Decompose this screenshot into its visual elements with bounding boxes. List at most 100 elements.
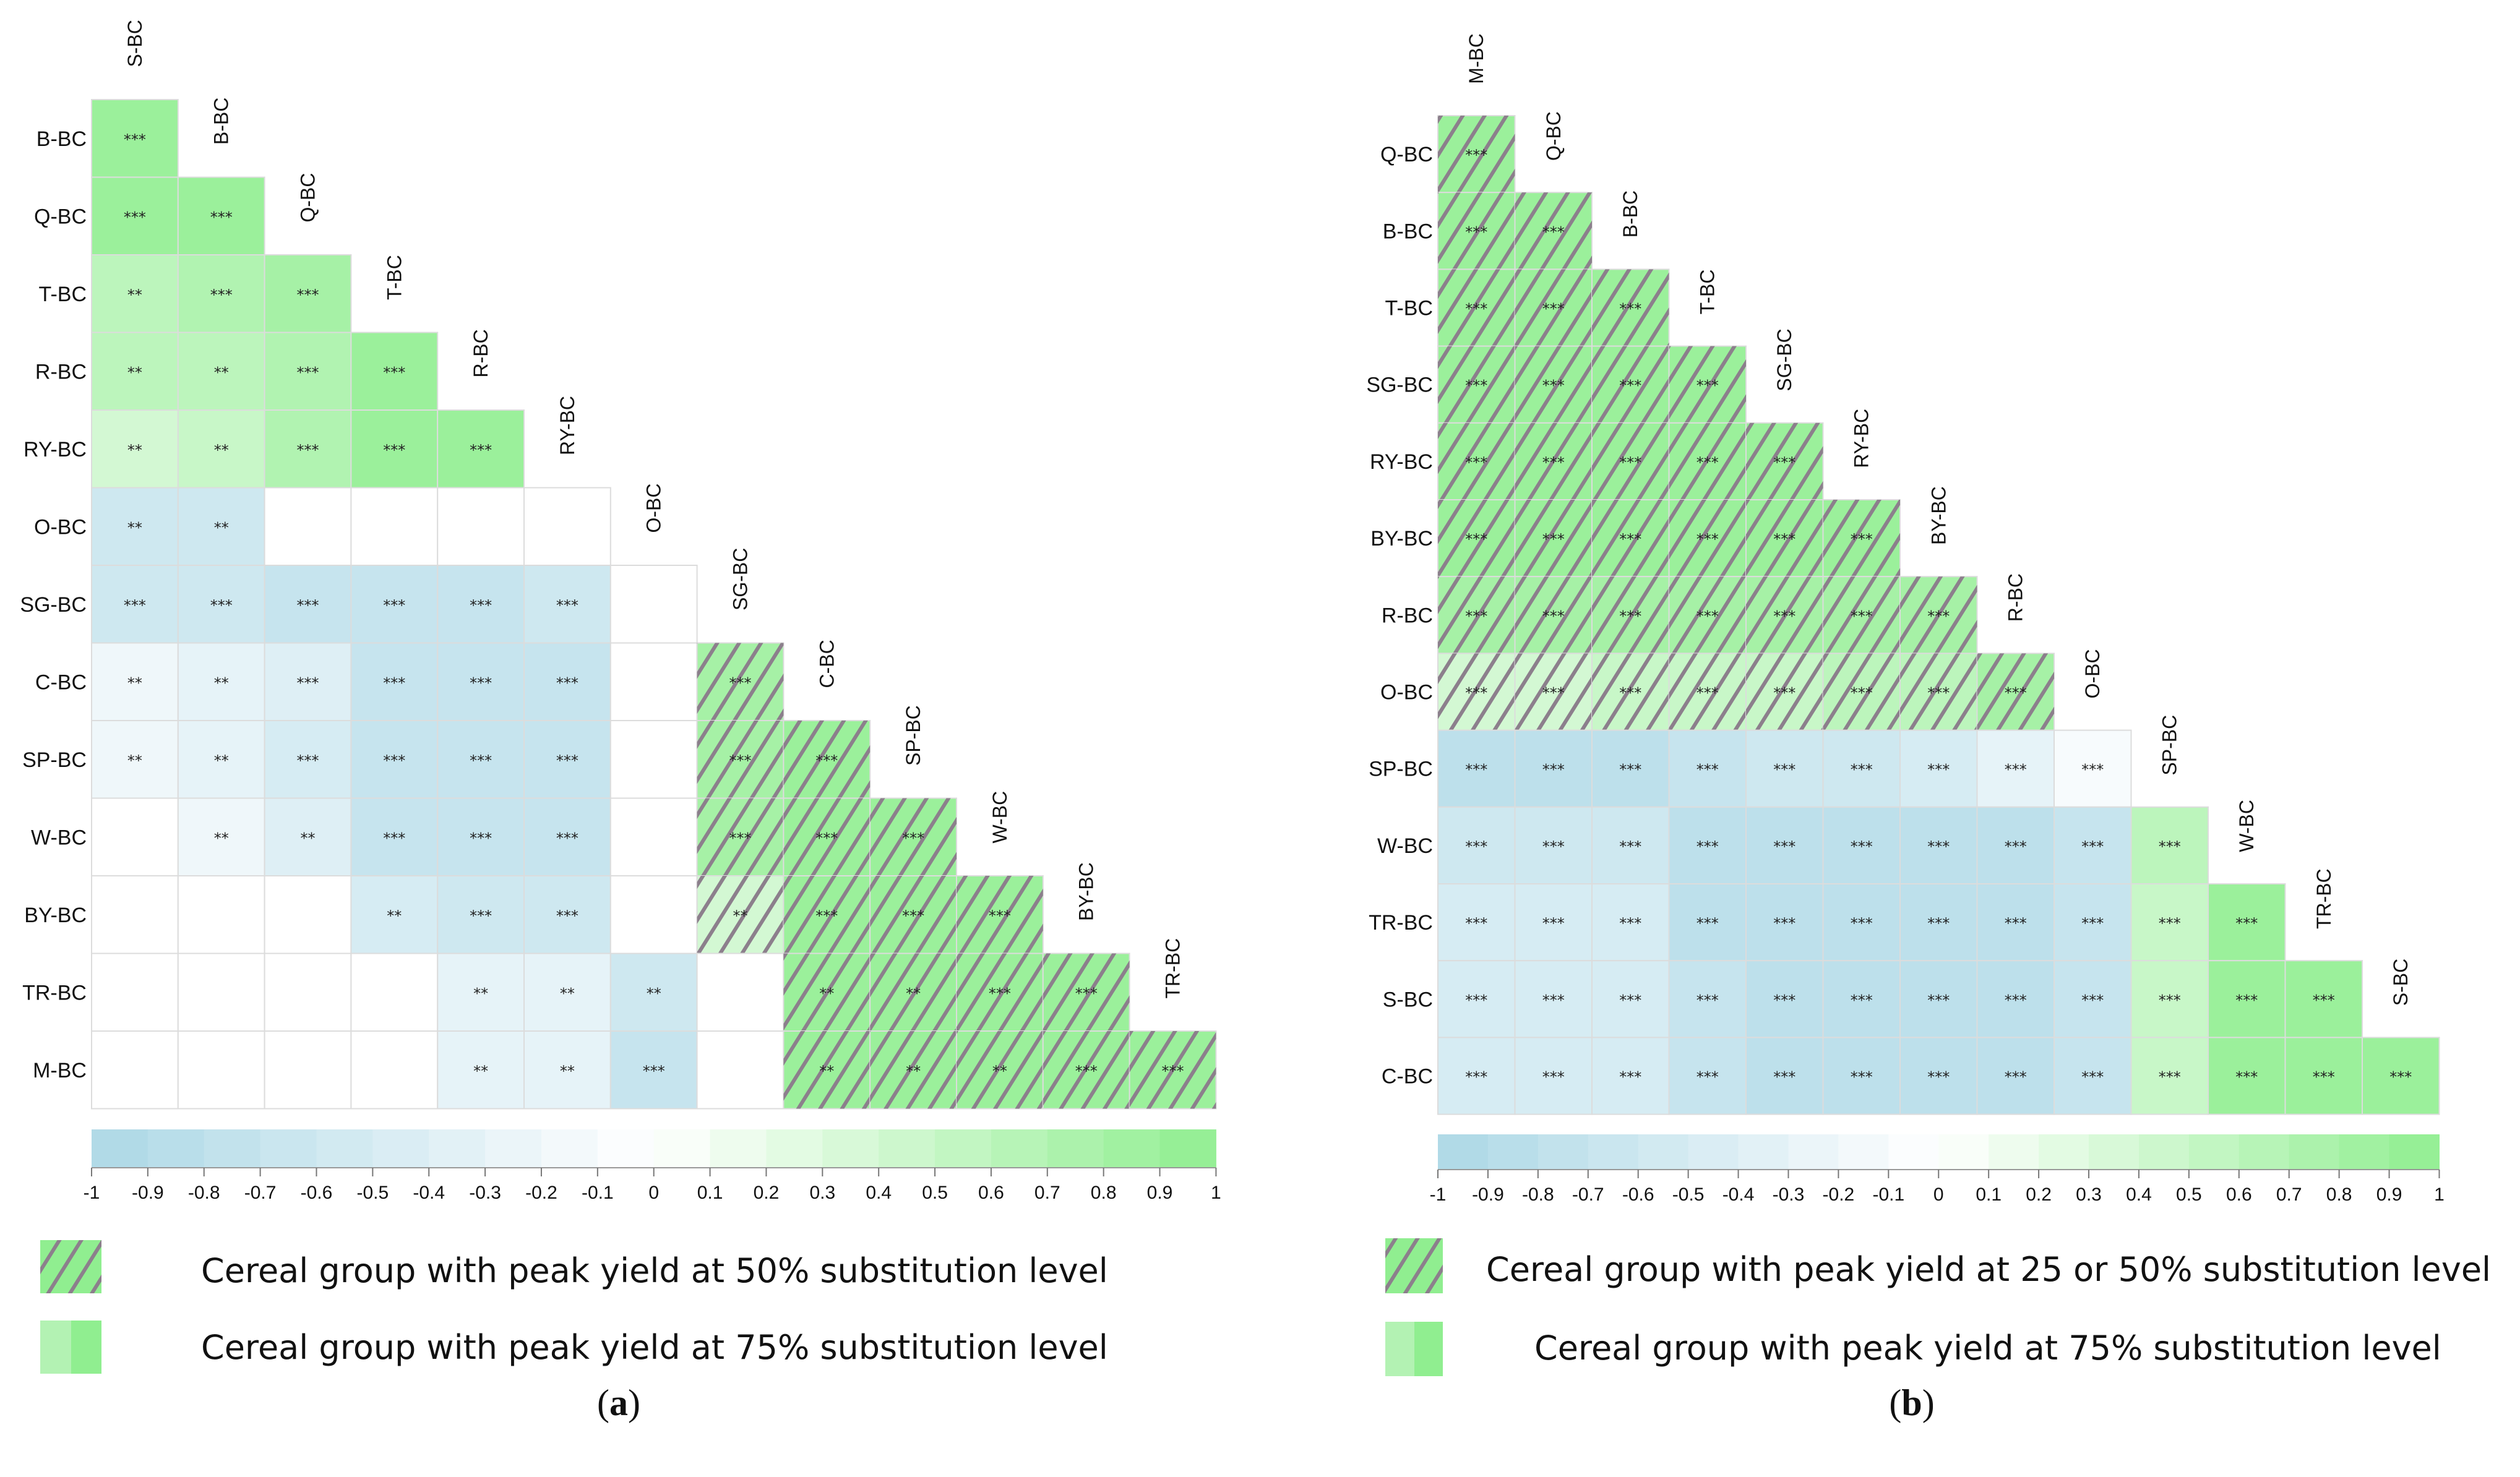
heatmap-cell: ** [91, 720, 179, 799]
heatmap-cell: *** [1591, 806, 1670, 885]
heatmap-cell: *** [1668, 883, 1747, 962]
cell-fill [350, 875, 439, 954]
significance-label: *** [1851, 531, 1873, 548]
colorbar-bin [2188, 1134, 2240, 1170]
significance-label: *** [1773, 531, 1795, 548]
heatmap-cell: *** [437, 720, 525, 799]
cell-fill [1745, 729, 1824, 808]
significance-label: *** [2005, 915, 2027, 932]
significance-label: ** [214, 442, 229, 459]
cell-fill [1514, 806, 1593, 885]
significance-label: *** [1619, 991, 1641, 1009]
heatmap-cell: *** [783, 720, 871, 799]
heatmap-cell: *** [956, 875, 1044, 954]
cell-hatch [1823, 500, 1900, 577]
row-label: T-BC [1385, 297, 1433, 320]
significance-label: *** [2005, 1069, 2027, 1086]
heatmap-cell: ** [91, 642, 179, 721]
significance-label: *** [1542, 685, 1565, 702]
cell-hatch [1823, 576, 1900, 654]
cell-hatch [1515, 500, 1592, 577]
row-label: SG-BC [1366, 374, 1433, 397]
cell-fill [523, 1030, 611, 1110]
column-label: T-BC [1696, 270, 1719, 315]
cell-fill [437, 642, 525, 721]
significance-label: *** [1465, 685, 1487, 702]
significance-label: *** [383, 829, 405, 847]
heatmap-cell: *** [177, 565, 265, 644]
colorbar-bin [1989, 1134, 2039, 1170]
heatmap-cell: *** [783, 875, 871, 954]
caption-a: (a) [597, 1382, 640, 1423]
cell-fill [1745, 960, 1824, 1038]
cell-fill [91, 99, 179, 178]
colorbar-tick-label: -0.9 [132, 1183, 164, 1203]
colorbar-bin [597, 1129, 655, 1168]
colorbar-bin [653, 1129, 711, 1168]
heatmap-cell: *** [1822, 960, 1901, 1038]
significance-label: *** [1619, 761, 1641, 779]
heatmap-cell: *** [1822, 883, 1901, 962]
legend-text-hatched: Cereal group with peak yield at 25 or 50… [1486, 1250, 2491, 1289]
cell-hatch [783, 798, 871, 876]
colorbar-tick-label: -0.6 [301, 1183, 333, 1203]
significance-label: *** [1542, 377, 1565, 395]
colorbar-bin [260, 1129, 317, 1168]
cell-hatch [1977, 653, 2054, 730]
heatmap-cell: *** [696, 642, 785, 721]
significance-label: *** [1927, 991, 1950, 1009]
significance-label: *** [1465, 607, 1487, 625]
heatmap-cell: ** [264, 797, 352, 876]
cell-fill [2284, 1037, 2363, 1115]
cell-fill [2053, 806, 2132, 885]
colorbar-tick-label: -0.8 [188, 1183, 220, 1203]
heatmap-cell: *** [1437, 422, 1516, 500]
colorbar-bin [1938, 1134, 1989, 1170]
significance-label: *** [2313, 991, 2335, 1009]
cell-fill [2053, 729, 2132, 808]
cell-hatch [957, 953, 1043, 1031]
row-label: O-BC [34, 515, 87, 539]
cell-hatch [697, 643, 784, 721]
row-label: W-BC [1377, 834, 1433, 858]
heatmap-cell: *** [523, 875, 611, 954]
heatmap-cell [609, 642, 698, 721]
colorbar-tick-label: 0.1 [1976, 1184, 2002, 1205]
legend-panel-b: Cereal group with peak yield at 25 or 50… [1385, 1238, 2491, 1423]
colorbar-bin [1159, 1129, 1216, 1168]
column-label: TR-BC [1162, 938, 1184, 999]
colorbar-bin [1047, 1129, 1104, 1168]
cell-fill [1899, 1037, 1978, 1115]
heatmap-cell: *** [1822, 729, 1901, 808]
significance-label: *** [297, 364, 319, 381]
colorbar-bin [1788, 1134, 1839, 1170]
cell-fill [2130, 960, 2209, 1038]
significance-label: *** [1927, 915, 1950, 932]
heatmap-cell: *** [1745, 576, 1824, 654]
heatmap-cell: *** [1591, 960, 1670, 1038]
heatmap-cell: *** [2208, 1037, 2286, 1115]
heatmap-cell [91, 875, 179, 954]
cell-fill [91, 720, 179, 799]
significance-label: *** [1465, 838, 1487, 855]
cell-hatch [1438, 422, 1515, 500]
cell-fill [264, 565, 352, 644]
colorbar-bin [204, 1129, 261, 1168]
heatmap-cell: *** [264, 720, 352, 799]
row-label: R-BC [1382, 604, 1433, 627]
heatmap-cell: ** [91, 487, 179, 566]
column-label: B-BC [210, 98, 233, 145]
heatmap-cell: *** [1437, 960, 1516, 1038]
cell-fill [177, 953, 265, 1032]
significance-label: *** [1696, 607, 1719, 625]
cell-fill [91, 1030, 179, 1110]
cell-hatch [1592, 500, 1669, 577]
colorbar-tick-label: -0.2 [525, 1183, 557, 1203]
significance-label: *** [1696, 531, 1719, 548]
cell-fill [2284, 960, 2363, 1038]
cell-fill [1822, 806, 1901, 885]
significance-label: ** [473, 985, 488, 1002]
significance-label: *** [2235, 991, 2258, 1009]
significance-label: *** [989, 985, 1011, 1002]
column-label: O-BC [643, 484, 665, 533]
